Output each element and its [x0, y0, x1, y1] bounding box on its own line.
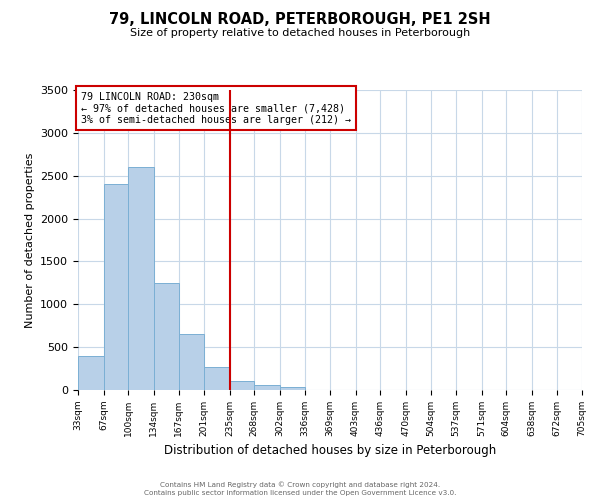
- Bar: [254, 385, 280, 390]
- Bar: [179, 334, 204, 390]
- Bar: [128, 167, 154, 390]
- Text: Contains public sector information licensed under the Open Government Licence v3: Contains public sector information licen…: [144, 490, 456, 496]
- Bar: [204, 367, 229, 390]
- Bar: [78, 356, 104, 390]
- Bar: [280, 388, 305, 390]
- Text: 79 LINCOLN ROAD: 230sqm
← 97% of detached houses are smaller (7,428)
3% of semi-: 79 LINCOLN ROAD: 230sqm ← 97% of detache…: [80, 92, 350, 124]
- Text: 79, LINCOLN ROAD, PETERBOROUGH, PE1 2SH: 79, LINCOLN ROAD, PETERBOROUGH, PE1 2SH: [109, 12, 491, 28]
- Y-axis label: Number of detached properties: Number of detached properties: [25, 152, 35, 328]
- Bar: [104, 184, 128, 390]
- Text: Size of property relative to detached houses in Peterborough: Size of property relative to detached ho…: [130, 28, 470, 38]
- Bar: [229, 380, 254, 390]
- Text: Contains HM Land Registry data © Crown copyright and database right 2024.: Contains HM Land Registry data © Crown c…: [160, 481, 440, 488]
- Bar: [154, 283, 179, 390]
- X-axis label: Distribution of detached houses by size in Peterborough: Distribution of detached houses by size …: [164, 444, 496, 458]
